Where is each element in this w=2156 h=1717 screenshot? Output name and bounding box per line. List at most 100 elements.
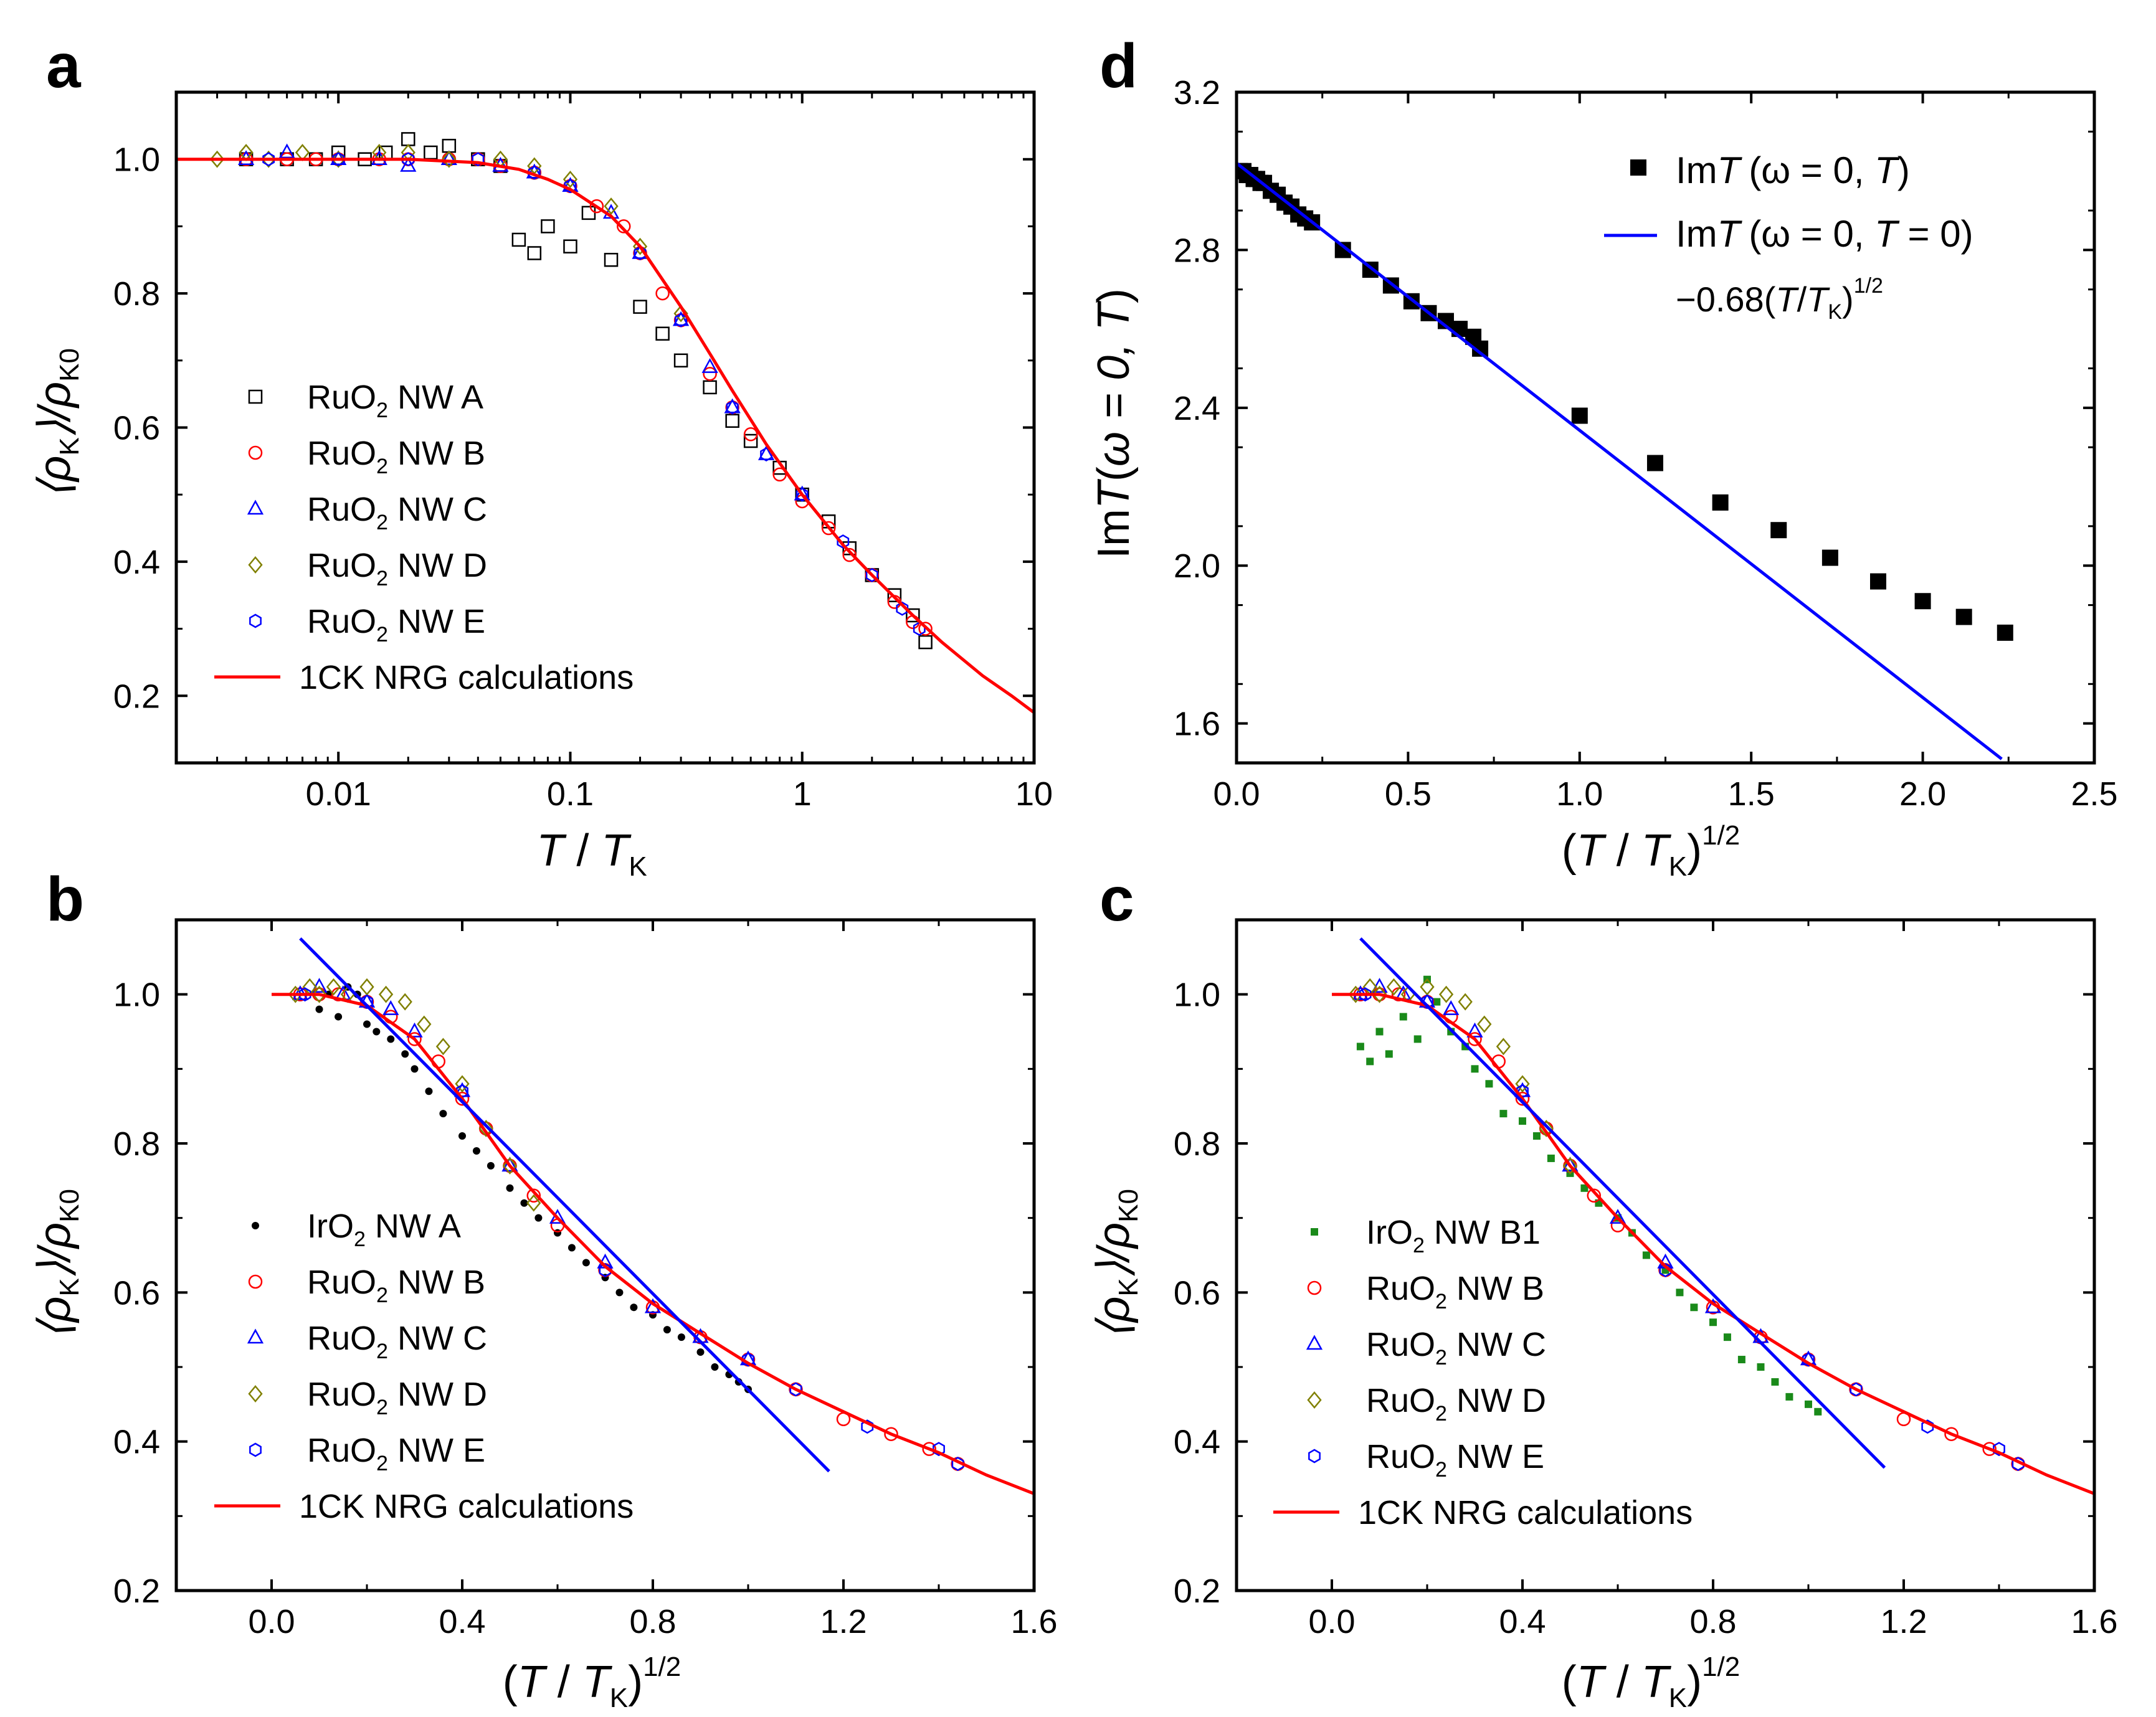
series-iro2-nw-a-point (520, 1199, 528, 1207)
series-imt-0-t--point (1997, 624, 2013, 641)
legend-ruo2-nw-c-label-main: RuO (307, 1320, 376, 1357)
legend-iro2-nw-a-label: IrO2 NW A (307, 1208, 461, 1251)
series-ruo2-nw-c-point (701, 357, 718, 373)
x-tick-label: 2.0 (1899, 775, 1946, 813)
series-ruo2-nw-e-point (1993, 1442, 2005, 1457)
series-iro2-nw-a-point (472, 1147, 480, 1155)
series-1ck-nrg-calculations-line (272, 993, 1034, 1495)
series-ruo2-nw-d-point (1420, 978, 1435, 996)
y-tick-label: 1.0 (113, 141, 160, 179)
series-ruo2-nw-c-point (406, 1022, 423, 1038)
x-tick-label: 1.2 (820, 1603, 867, 1640)
x-tick-label: 0.0 (1308, 1603, 1355, 1640)
series-ruo2-nw-b-point (842, 547, 857, 562)
legend-ruo2-nw-a-label-main: RuO (307, 379, 376, 416)
series-ruo2-nw-a-point (887, 588, 902, 602)
legend-ruo2-nw-b-label-rest: NW B (388, 1264, 485, 1301)
series-iro2-nw-b1-point (1709, 1318, 1717, 1327)
series-ruo2-nw-c-point (672, 311, 690, 326)
y-tick-label: 2.0 (1174, 547, 1220, 585)
series-ruo2-nw-c-point (400, 156, 417, 172)
series-ruo2-nw-e-point (564, 179, 577, 194)
legend-ruo2-nw-e-label-main: RuO (1366, 1438, 1435, 1475)
series-ruo2-nw-c-point (794, 485, 810, 501)
series-ruo2-nw-d-point (1477, 1015, 1492, 1033)
series-ruo2-nw-a-point (918, 635, 933, 650)
legend-ruo2-nw-e-label: RuO2 NW E (307, 603, 485, 646)
series-iro2-nw-a-point (663, 1326, 671, 1334)
legend-ruo2-nw-d-label: RuO2 NW D (307, 1376, 487, 1419)
series-iro2-nw-b1-point (1433, 998, 1441, 1006)
series-iro2-nw-a-point (711, 1363, 719, 1371)
series-ruo2-nw-d-point (1438, 985, 1454, 1003)
series-ruo2-nw-d-point (1496, 1038, 1511, 1056)
legend-ruo2-nw-a-label: RuO2 NW A (307, 379, 483, 422)
series-imt-0-t--point (1646, 455, 1663, 471)
legend-ruo2-nw-e-label-sub: 2 (376, 623, 388, 646)
series-ruo2-nw-b-point (655, 286, 670, 301)
legend-ruo2-nw-d-label: RuO2 NW D (1366, 1382, 1546, 1426)
series-ruo2-nw-d-point (435, 1038, 451, 1056)
series-ruo2-nw-d-point (563, 171, 578, 188)
series-ruo2-nw-c-point (724, 398, 741, 414)
series-ruo2-nw-e-point (861, 1419, 874, 1434)
series-iro2-nw-a-point (411, 1065, 419, 1073)
series-iro2-nw-a-point (387, 1035, 395, 1043)
series-iro2-nw-b1-point (1519, 1117, 1526, 1125)
panel-a-xlabel: T / TK (536, 826, 647, 882)
legend-ruo2-nw-c-label-rest: NW C (1447, 1326, 1546, 1363)
legend-ruo2-nw-e-label: RuO2 NW E (307, 1432, 485, 1475)
plot-data (272, 937, 1034, 1495)
series-ruo2-nw-c-point (1562, 1156, 1579, 1172)
series-ruo2-nw-b-point (617, 219, 631, 234)
y-tick-label: 1.0 (1174, 977, 1220, 1014)
series-ruo2-nw-e-point (1659, 1262, 1672, 1277)
legend-ruo2-nw-c-label-main: RuO (1366, 1326, 1435, 1363)
series-ruo2-nw-a-point (604, 253, 619, 267)
series-ruo2-nw-d-point (331, 150, 346, 168)
series-ruo2-nw-a-point (563, 239, 577, 253)
x-tick-label: 0.1 (547, 775, 594, 813)
series-iro2-nw-b1-point (1399, 1013, 1407, 1021)
series-iro2-nw-a-point (487, 1161, 495, 1170)
series-iro2-nw-b1-point (1547, 1154, 1555, 1162)
legend-ruo2-nw-b-swatch (248, 1274, 263, 1289)
legend-ruo2-nw-b-swatch (248, 445, 263, 460)
legend-ruo2-nw-d-swatch (248, 556, 263, 574)
x-tick-label: 0.4 (1499, 1603, 1546, 1640)
panel-c-xlabel: (T / TK)1/2 (1562, 1652, 1740, 1713)
legend-ruo2-nw-d-label-main: RuO (1366, 1382, 1435, 1419)
series-imt-0-t--point (1821, 549, 1838, 566)
series-iro2-nw-a-point (401, 1050, 409, 1058)
series-ruo2-nw-c-point (1609, 1209, 1626, 1224)
legend-ruo2-nw-e-label-rest: NW E (388, 1432, 485, 1469)
series-ruo2-nw-b-point (884, 1427, 898, 1441)
series-linear-fit-line (299, 937, 830, 1473)
series-ruo2-nw-d-point (326, 978, 341, 996)
legend-ruo2-nw-c-label: RuO2 NW C (307, 1320, 487, 1363)
x-tick-label: 1.0 (1556, 775, 1603, 813)
series-ruo2-nw-e-point (795, 487, 809, 502)
series-ruo2-nw-b-point (918, 622, 933, 636)
y-tick-label: 1.6 (1174, 706, 1220, 743)
series-ruo2-nw-e-point (528, 165, 541, 180)
legend-ruo2-nw-a-label-sub: 2 (376, 399, 388, 422)
legend-iro2-nw-a-swatch (252, 1222, 259, 1229)
series-iro2-nw-a-point (615, 1289, 624, 1297)
series-ruo2-nw-e-point (262, 152, 275, 167)
legend-d-line3: −0.68(T/TK)1/2 (1676, 274, 1883, 324)
series-ruo2-nw-a-point (581, 206, 596, 220)
series-ruo2-nw-e-point (298, 987, 311, 1002)
x-tick-label: 1.6 (1010, 1603, 1057, 1640)
series-iro2-nw-b1-point (1737, 1356, 1745, 1364)
legend-ruo2-nw-c-label-rest: NW C (388, 1320, 487, 1357)
series-ruo2-nw-b-point (922, 1442, 936, 1456)
series-ruo2-nw-e-point (1921, 1419, 1934, 1434)
series-iro2-nw-a-point (373, 1028, 381, 1036)
series-imt-0-t--point (1914, 593, 1931, 610)
legend-1ck-nrg-calculations-label: 1CK NRG calculations (299, 659, 634, 696)
series-iro2-nw-b1-point (1366, 1057, 1374, 1066)
x-tick-label: 0.5 (1385, 775, 1432, 813)
